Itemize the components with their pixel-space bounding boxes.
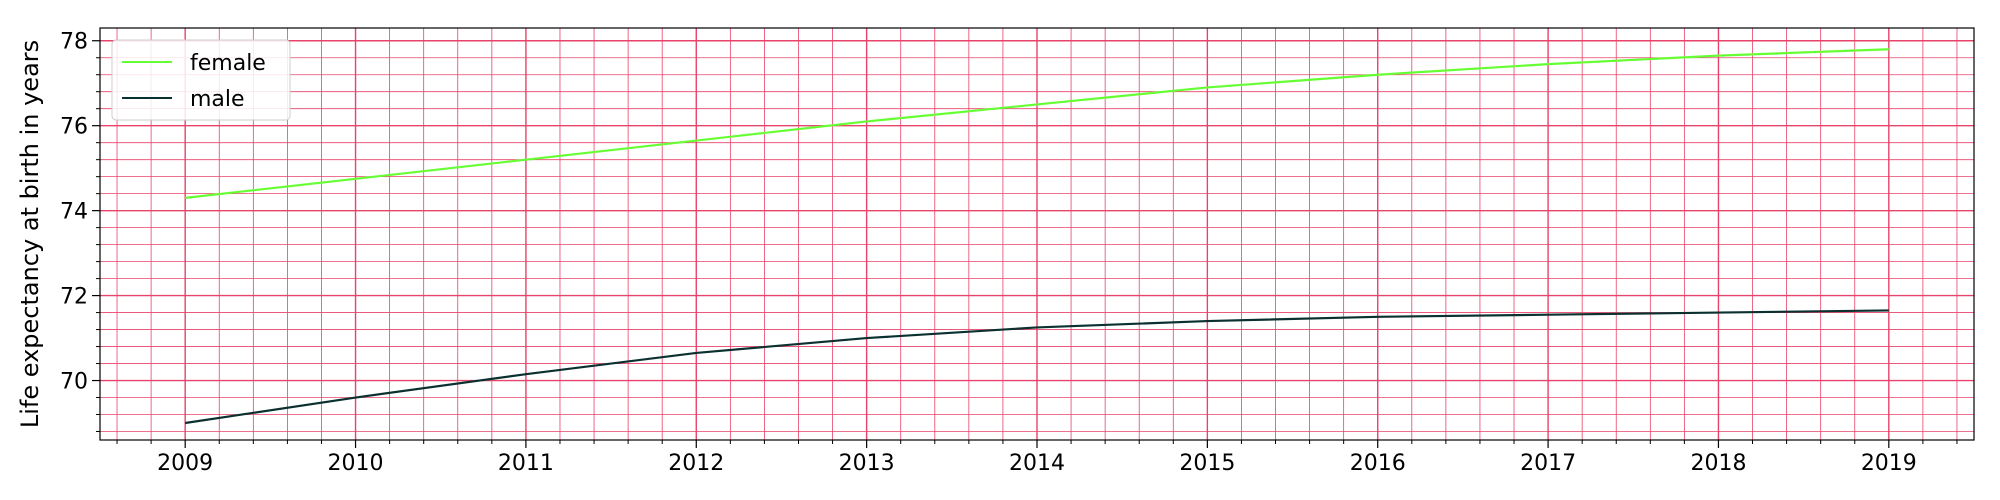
y-tick-label: 70 [60, 370, 88, 395]
series-line-female [185, 48, 1889, 199]
axis-ticks: 2009 2010 2011 2012 2013 2014 2015 2016 2017 2018… [60, 30, 1958, 476]
x-tick-label: 2018 [1690, 451, 1746, 476]
x-tick-label: 2013 [839, 451, 895, 476]
legend-box [111, 39, 291, 121]
major-grid [100, 28, 1974, 440]
legend-label-male: male [190, 87, 245, 112]
x-tick-label: 2014 [1009, 451, 1065, 476]
y-tick-label: 78 [60, 30, 88, 55]
y-axis-label: Life expectancy at birth in years [16, 40, 44, 428]
y-tick-label: 76 [60, 115, 88, 140]
series-lines [185, 48, 1889, 425]
x-tick-label: 2012 [668, 451, 724, 476]
y-tick-label: 72 [60, 285, 88, 310]
series-line-male [185, 309, 1889, 425]
x-tick-label: 2011 [498, 451, 554, 476]
x-tick-label: 2010 [328, 451, 384, 476]
x-tick-label: 2016 [1350, 451, 1406, 476]
x-tick-label: 2015 [1179, 451, 1235, 476]
legend-label-female: female [190, 51, 266, 76]
y-tick-label: 74 [60, 200, 88, 225]
legend: female male [111, 39, 291, 121]
x-tick-label: 2019 [1861, 451, 1917, 476]
x-tick-label: 2017 [1520, 451, 1576, 476]
x-tick-label: 2009 [157, 451, 213, 476]
